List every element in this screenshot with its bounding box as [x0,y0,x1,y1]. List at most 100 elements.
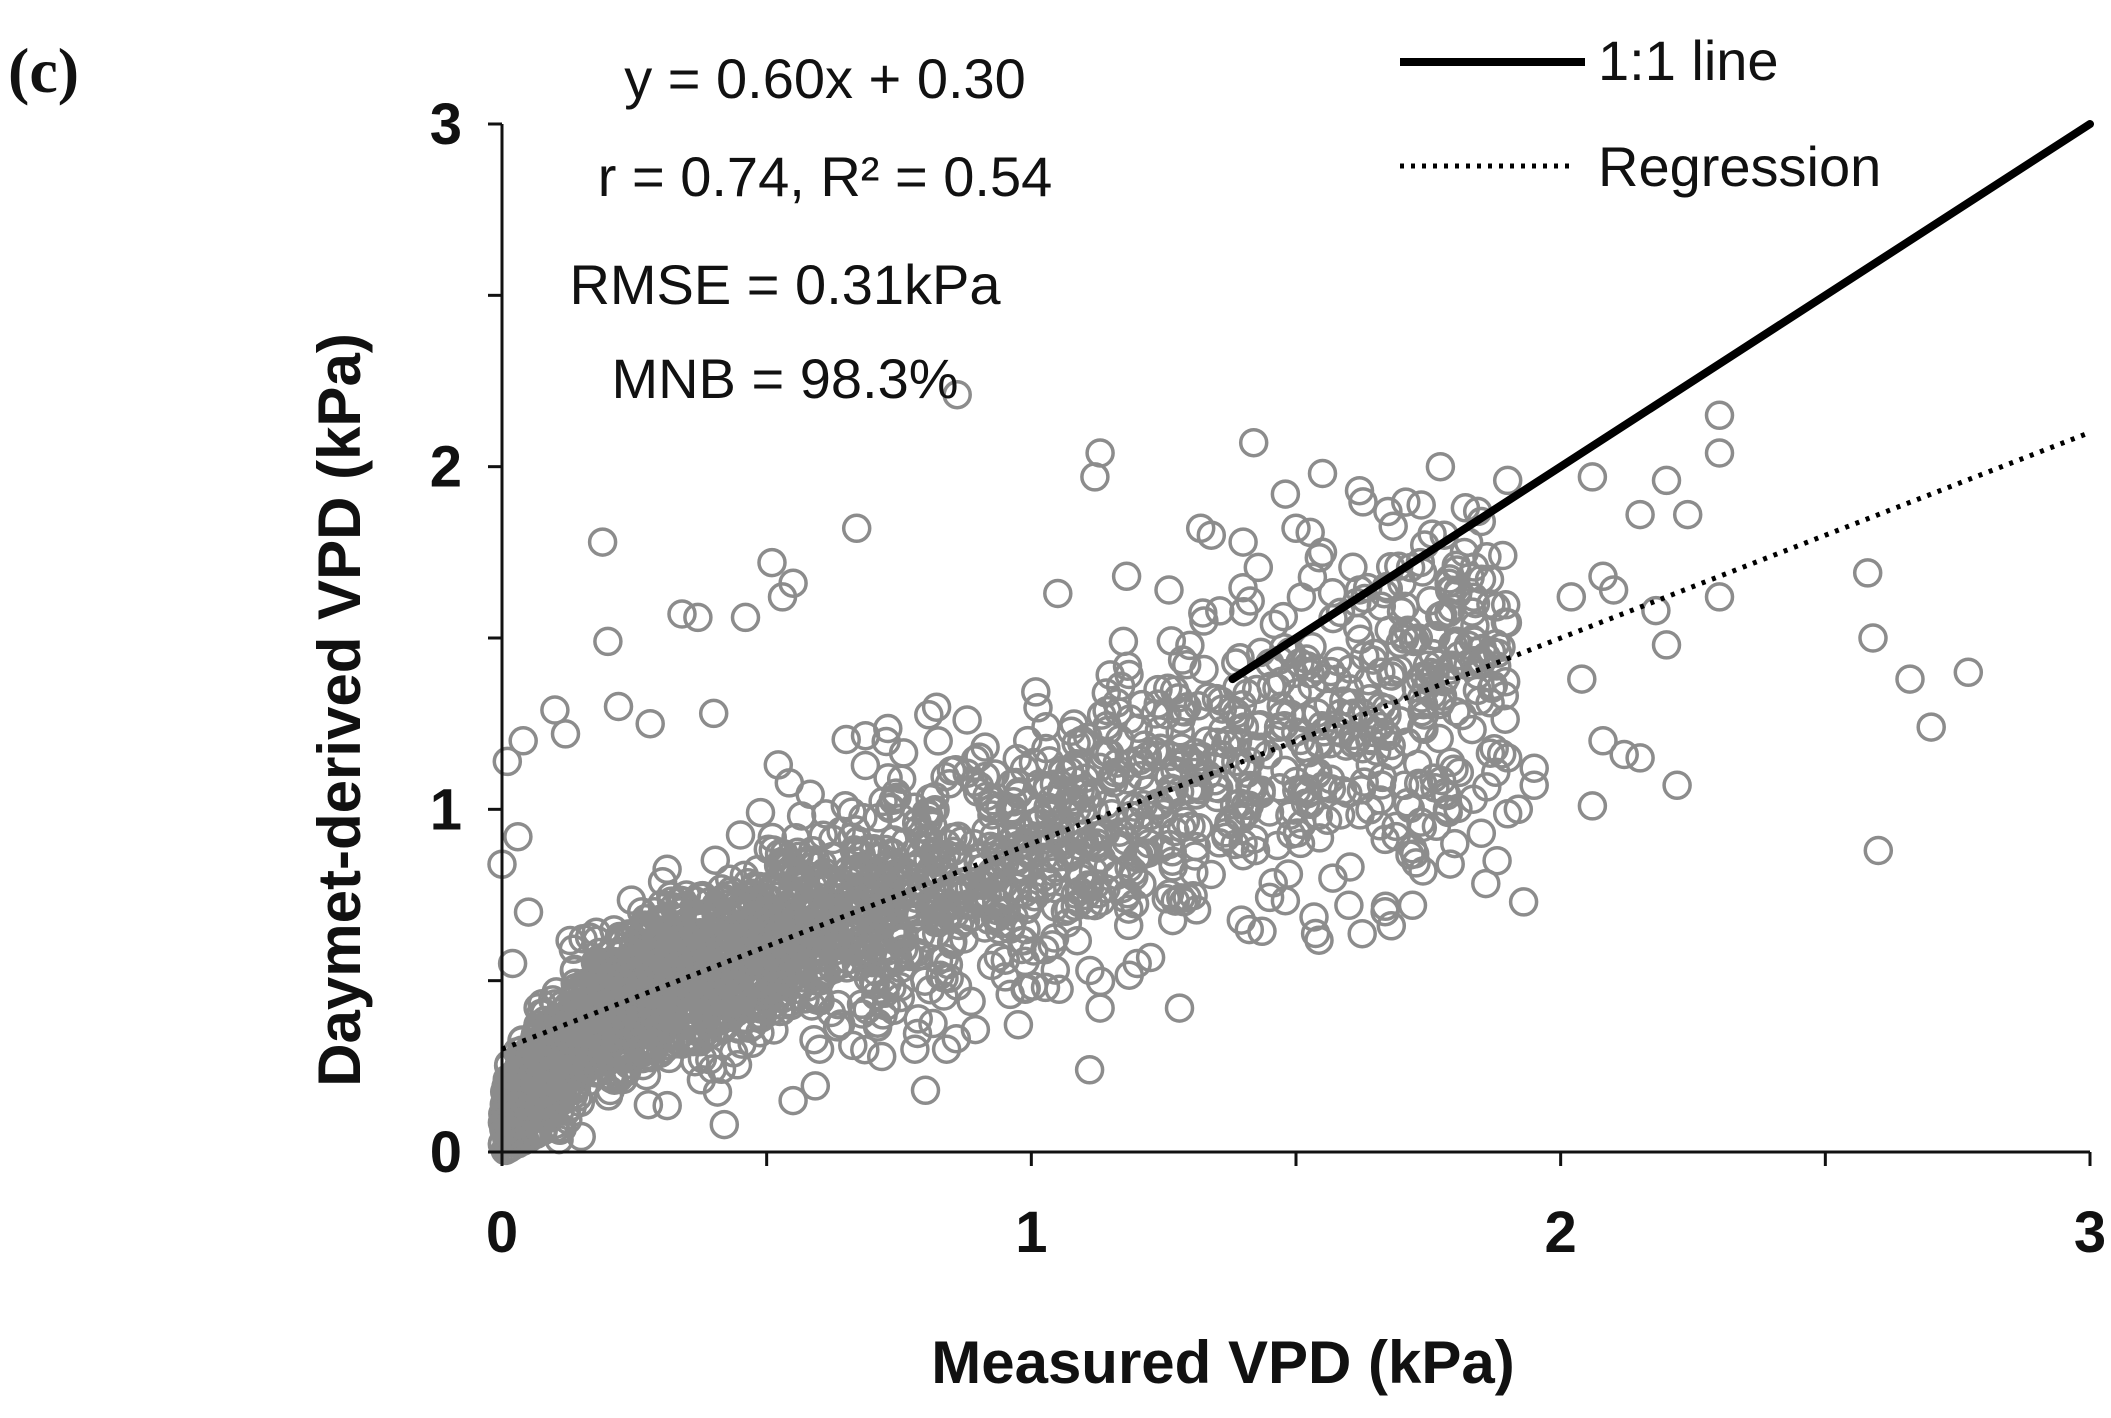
scatter-point [1157,905,1188,936]
scatter-point [1457,714,1487,745]
scatter-point [1378,511,1408,541]
scatter-point [656,881,686,911]
scatter-point [1127,689,1157,720]
scatter-point [1335,852,1365,882]
scatter-point [1307,458,1338,489]
scatter-point [1007,934,1037,965]
scatter-point [1625,743,1655,773]
scatter-point [1135,942,1166,973]
scatter-point [635,708,665,739]
scatter-point [1370,896,1400,927]
scatter-point [1403,768,1434,799]
scatter-point [744,871,775,902]
scatter-point [901,937,932,968]
scatter-point [513,897,544,927]
scatter-point [1471,868,1501,899]
scatter-point [1424,723,1454,754]
regression-line [501,430,2091,1052]
scatter-point [1113,894,1144,924]
scatter-point [1376,911,1407,941]
scatter-point [1223,801,1254,832]
scatter-point [628,1050,658,1081]
scatter-point [1916,712,1946,742]
scatter-point [846,840,877,870]
scatter-point [1211,822,1241,853]
scatter-point [1011,973,1041,1004]
scatter-point [1466,818,1497,849]
scatter-point [1397,890,1428,921]
scatter-point [1370,824,1400,855]
scatter-point [868,852,898,882]
scatter-point [1071,880,1101,911]
scatter-point [1481,651,1512,681]
scatter-point [1953,657,1984,688]
scatter-point [1459,626,1490,656]
scatter-point [1359,638,1390,669]
scatter-point [745,994,776,1024]
scatter-point [593,626,623,657]
scatter-point [889,856,919,887]
scatter-point [1303,728,1334,758]
scatter-point [1189,606,1219,636]
scatter-point [667,599,697,629]
scatter-point [730,602,761,633]
scatter-point [652,995,682,1025]
scatter-point [1376,675,1407,705]
scatter-point [633,1089,664,1120]
scatter-point [920,781,950,812]
scatter-point [1490,666,1521,697]
scatter-point [1373,496,1403,527]
scatter-point [1181,779,1211,810]
scatter-point [888,738,919,768]
scatter-point [753,834,784,864]
scatter-point [1285,725,1316,756]
scatter-point [1091,678,1122,708]
scatter-point [1085,438,1115,468]
scatter-point [822,1012,853,1042]
scatter-point [843,826,874,856]
scatter-point [1030,972,1061,1003]
x-axis-title: Measured VPD (kPa) [931,1329,1515,1396]
scatter-point [685,924,716,955]
scatter-point [1297,562,1328,592]
scatter-point [1254,882,1285,913]
scatter-point [1085,966,1116,997]
scatter-point [592,1047,622,1078]
scatter-point [1406,490,1436,520]
y-tick-label: 0 [430,1120,462,1185]
x-tick-label: 3 [2074,1200,2106,1265]
scatter-point [949,890,979,920]
scatter-point [1111,561,1142,592]
scatter-point [823,874,854,904]
scatter-point [923,726,953,756]
scatter-point [1384,654,1414,685]
scatter-point [1228,828,1258,859]
scatter-point [866,1041,897,1072]
scatter-point [1863,835,1894,866]
scatter-point [563,1082,593,1112]
scatter-point [874,903,905,934]
scatter-point [1419,763,1449,793]
scatter-point [1434,575,1465,605]
scatter-point [709,1109,740,1140]
scatter-point [1519,770,1549,801]
scatter-point [910,1075,941,1106]
y-tick-label: 1 [430,777,462,842]
scatter-point [595,1005,625,1036]
scatter-point [868,1000,898,1030]
scatter-point [1299,902,1329,932]
scatter-point [771,852,801,882]
scatter-point [1334,890,1364,921]
scatter-point [929,943,960,973]
scatter-point [1389,624,1420,654]
scatter-point [1625,499,1655,530]
scatter-point [1238,427,1269,458]
scatter-point [970,761,1001,792]
scatter-point [830,893,861,923]
scatter-point [1418,621,1449,651]
scatter-point [996,798,1027,829]
scatter-point [1048,830,1078,861]
panel-label: (c) [8,35,79,106]
scatter-point [1143,689,1173,719]
